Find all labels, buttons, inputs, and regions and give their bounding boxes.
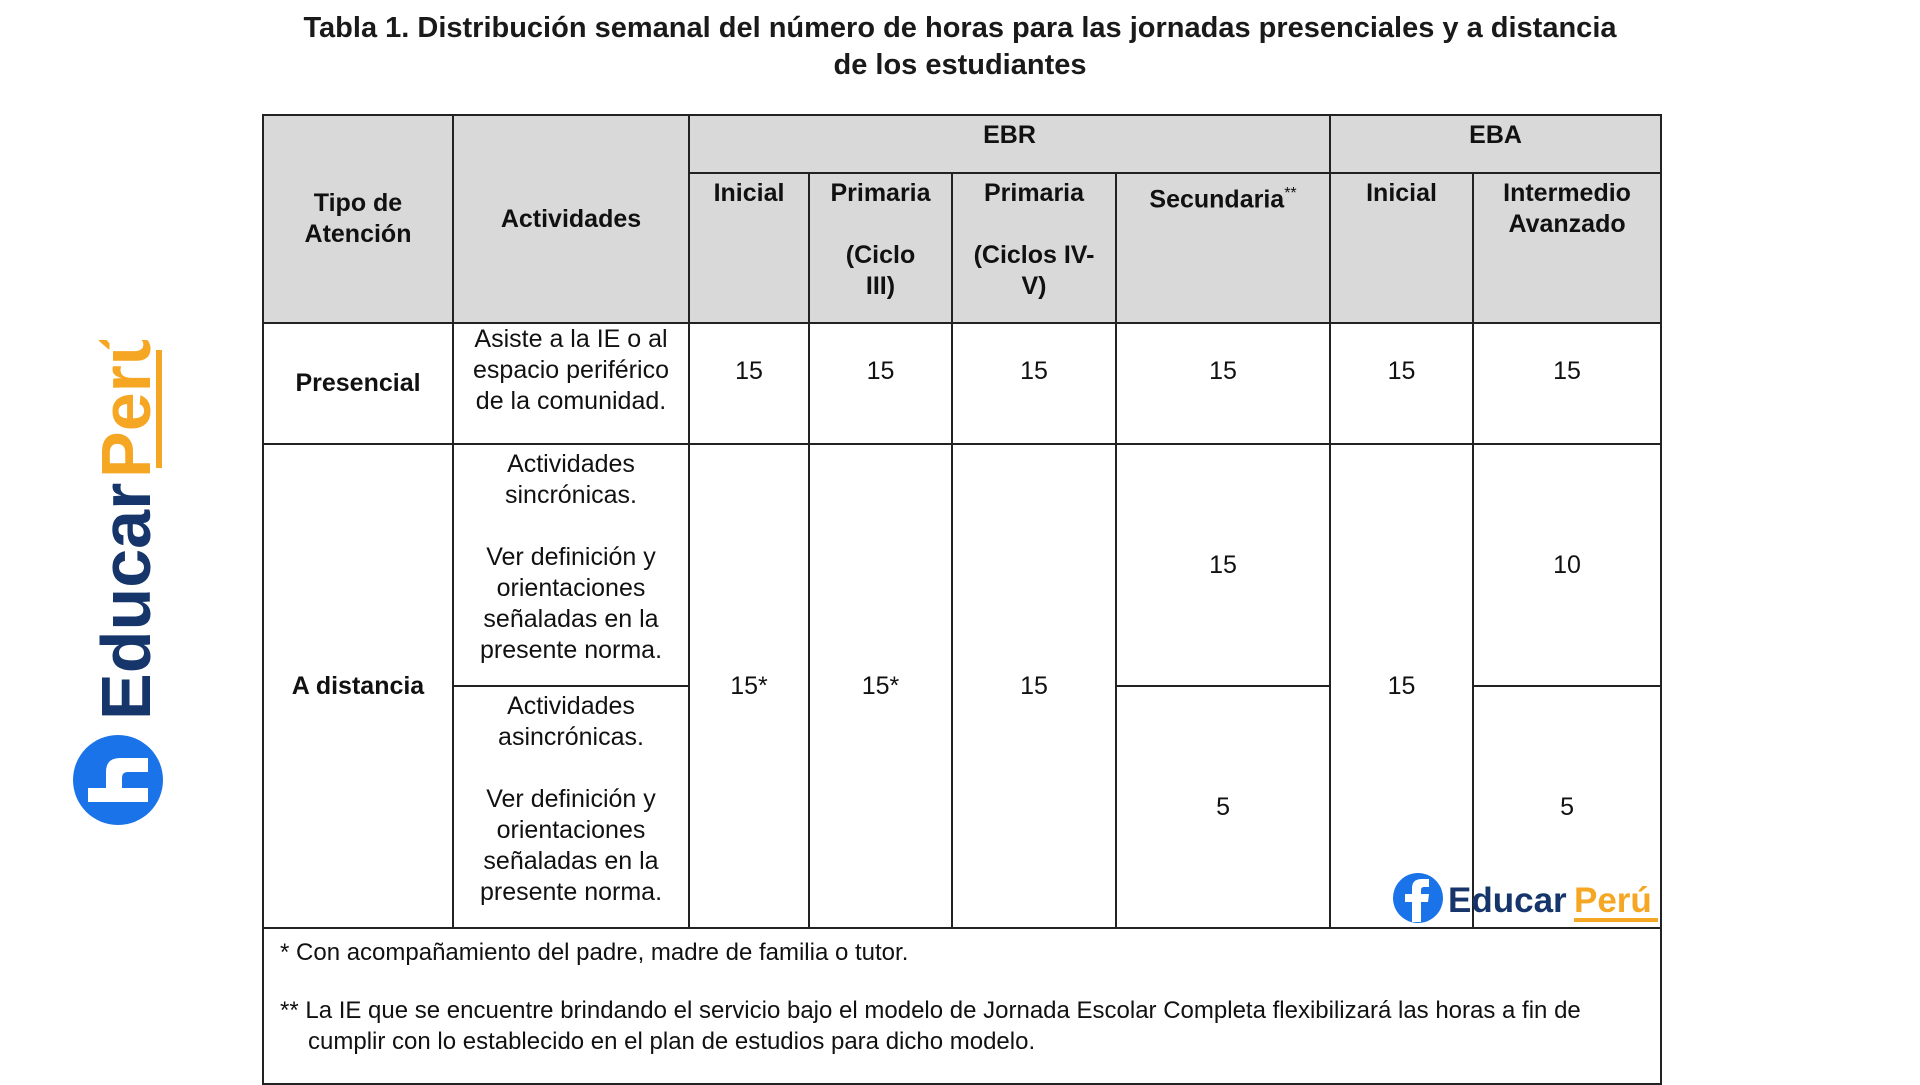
header-ebr-inicial: Inicial [688, 172, 810, 324]
cell-actividades-asincronicas: Actividades asincrónicas. Ver definición… [452, 685, 690, 929]
table-footnotes: * Con acompañamiento del padre, madre de… [261, 927, 1663, 1085]
header-eba-inicial: Inicial [1329, 172, 1475, 324]
title-line-1: Tabla 1. Distribución semanal del número… [303, 12, 1617, 44]
brand-word-educar: Educar [87, 483, 165, 720]
brand-underline [156, 350, 162, 468]
educar-peru-vertical-logo: Educar Perú [73, 340, 165, 825]
table-title: Tabla 1. Distribución semanal del número… [260, 10, 1660, 84]
cell-distancia-eba-inicial: 15 [1329, 443, 1475, 929]
hours-table: Tipo de Atención Actividades EBR EBA Ini… [261, 114, 1663, 1085]
facebook-icon [73, 735, 163, 825]
header-secundaria: Secundaria** [1114, 172, 1332, 324]
title-line-2: de los estudiantes [833, 49, 1087, 81]
cell-distancia-intermedio-asinc: 5 [1472, 685, 1663, 929]
cell-presencial-primaria-3: 15 [808, 322, 953, 445]
cell-presencial-primaria-45: 15 [951, 322, 1117, 445]
header-ebr: EBR [687, 114, 1332, 174]
row-distancia-label: A distancia [262, 443, 454, 929]
educar-peru-small-logo: Educar Perú [1393, 873, 1658, 923]
brand-small-peru: Perú [1574, 881, 1652, 920]
brand-small-underline [1574, 918, 1658, 922]
header-eba: EBA [1329, 114, 1663, 174]
header-intermedio-avanzado: Intermedio Avanzado [1472, 172, 1663, 324]
cell-presencial-eba-inicial: 15 [1329, 322, 1475, 445]
row-presencial-actividad: Asiste a la IE o al espacio periférico d… [452, 322, 690, 445]
row-presencial-label: Presencial [262, 322, 454, 445]
cell-distancia-intermedio-sinc: 10 [1472, 443, 1663, 687]
footnote-1: * Con acompañamiento del padre, madre de… [280, 939, 909, 966]
header-primaria-ciclos-4-5: Primaria (Ciclos IV-V) [951, 172, 1117, 324]
cell-distancia-ebr-inicial: 15* [688, 443, 810, 929]
cell-presencial-secundaria: 15 [1114, 322, 1332, 445]
footnote-2: ** La IE que se encuentre brindando el s… [280, 997, 1581, 1055]
header-primaria-ciclo-3: Primaria (Ciclo III) [808, 172, 953, 324]
cell-distancia-primaria-45: 15 [951, 443, 1117, 929]
brand-word-peru: Perú [87, 340, 165, 478]
header-tipo-atencion: Tipo de Atención [262, 114, 454, 324]
cell-actividades-sincronicas: Actividades sincrónicas. Ver definición … [452, 443, 690, 687]
cell-distancia-secundaria-asinc: 5 [1114, 685, 1332, 929]
facebook-icon [1393, 873, 1443, 923]
cell-distancia-secundaria-sinc: 15 [1114, 443, 1332, 687]
brand-small-educar: Educar [1448, 881, 1567, 920]
cell-presencial-intermedio: 15 [1472, 322, 1663, 445]
cell-distancia-primaria-3: 15* [808, 443, 953, 929]
cell-presencial-ebr-inicial: 15 [688, 322, 810, 445]
header-actividades: Actividades [452, 114, 690, 324]
